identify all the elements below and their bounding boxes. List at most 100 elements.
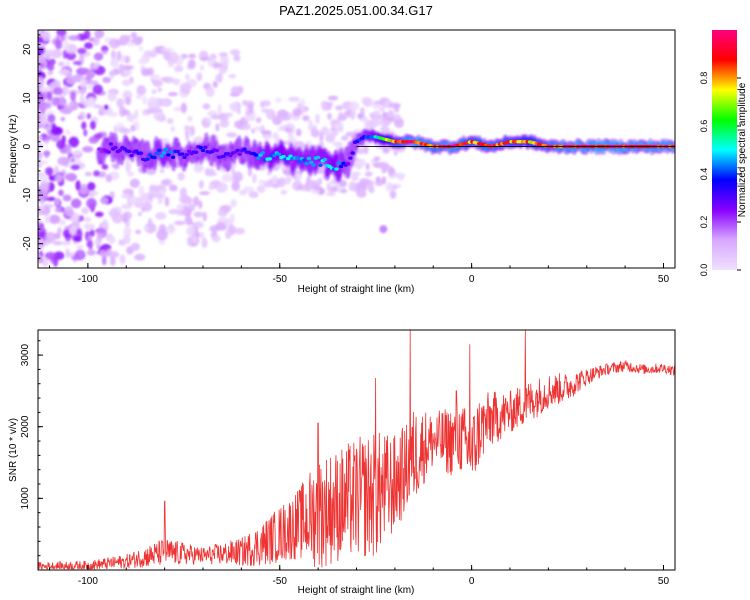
top-x-axis-label: Height of straight line (km) [298, 284, 415, 295]
heatmap-cell [152, 193, 164, 199]
heatmap-cell [378, 119, 391, 127]
heatmap-cell [75, 180, 81, 191]
heatmap-cell [223, 116, 229, 122]
heatmap-cell [70, 198, 82, 209]
heatmap-cell [58, 189, 64, 197]
heatmap-cell [338, 180, 348, 187]
heatmap-cell [320, 101, 327, 108]
heatmap-cell [260, 101, 265, 109]
heatmap-cell [387, 109, 395, 119]
heatmap-cell [379, 106, 386, 112]
heatmap-ridge-cell [117, 148, 123, 152]
heatmap-cell [263, 180, 273, 188]
snr-panel: -100 -50 0 50 1000 2000 3000 Height of straig… [8, 329, 676, 596]
heatmap-cell [307, 119, 313, 128]
heatmap-cell [107, 91, 117, 102]
heatmap-cell [176, 203, 184, 211]
heatmap-ridge-cell [182, 155, 187, 160]
heatmap-cell [258, 179, 265, 185]
colorbar-tick-label: 0.2 [699, 216, 709, 229]
heatmap-cell [326, 129, 333, 135]
heatmap-cell [39, 182, 49, 194]
heatmap-ridge-cell [304, 162, 309, 166]
colorbar-tick-label: 0.0 [699, 264, 709, 277]
heatmap-cell [57, 156, 70, 166]
heatmap-cell [109, 38, 121, 49]
top-y-tick-label: 10 [22, 92, 33, 104]
heatmap-cell [44, 251, 57, 260]
heatmap-cell [137, 212, 142, 217]
heatmap-cell [48, 82, 55, 92]
heatmap-ridge-cell [108, 142, 114, 146]
heatmap-ridge-cell [170, 155, 176, 159]
heatmap-cell [192, 235, 197, 244]
heatmap-ridge-cell [237, 152, 243, 156]
heatmap-cell [110, 58, 119, 68]
heatmap-cell [138, 46, 144, 52]
heatmap-cell [245, 107, 251, 112]
heatmap-cell [255, 117, 262, 124]
heatmap-cell [351, 171, 362, 176]
heatmap-cell [135, 36, 144, 43]
heatmap-cell [86, 198, 97, 209]
heatmap-cell [65, 248, 70, 259]
colorbar: 0.0 0.2 0.4 0.6 0.8 Normalized spectral ampl… [699, 30, 748, 276]
heatmap-cell [364, 171, 373, 177]
heatmap-ridge-cell [311, 163, 316, 167]
heatmap-ridge-cell [315, 155, 321, 160]
heatmap-cell [241, 123, 251, 131]
heatmap-cell [65, 172, 77, 182]
heatmap-cell [222, 204, 232, 213]
snr-y-tick-label: 1000 [20, 487, 31, 510]
colorbar-tick-label: 0.4 [699, 168, 709, 181]
heatmap-cell [229, 49, 241, 56]
heatmap-cell [152, 79, 163, 87]
heatmap-cell [44, 166, 54, 176]
heatmap-cell [84, 171, 93, 177]
heatmap-cell [326, 191, 336, 197]
heatmap-ridge-cell [159, 154, 164, 158]
snr-y-tick-label: 3000 [20, 344, 31, 367]
heatmap-cell [141, 95, 148, 105]
heatmap-cell [313, 186, 323, 191]
heatmap-cell [50, 126, 63, 136]
top-x-tick-label: -50 [273, 274, 288, 285]
heatmap-cell [44, 231, 56, 243]
heatmap-cell [136, 93, 143, 100]
heatmap-cell [319, 132, 324, 142]
heatmap-cell [91, 63, 99, 70]
heatmap-cell [338, 122, 344, 133]
heatmap-cell [302, 115, 310, 122]
heatmap-ridge-cell [154, 151, 160, 156]
heatmap-cell [38, 43, 47, 48]
heatmap-cell [81, 207, 89, 215]
heatmap-cell [56, 30, 67, 37]
heatmap-cell [180, 102, 187, 114]
heatmap-cell [215, 221, 227, 231]
heatmap-cell [317, 177, 323, 186]
heatmap-cell [345, 164, 351, 175]
heatmap-cell [83, 30, 91, 40]
heatmap-cell [186, 225, 197, 237]
heatmap-cell [284, 176, 291, 185]
heatmap-cell [116, 98, 125, 108]
heatmap-cell [79, 94, 85, 105]
heatmap-cell [57, 227, 62, 235]
heatmap-cell [397, 172, 405, 182]
heatmap-cell [186, 116, 193, 122]
heatmap-ridge-cell [113, 145, 118, 150]
heatmap-cell [199, 64, 205, 71]
heatmap-cell [103, 104, 109, 110]
heatmap-cell [210, 114, 221, 120]
heatmap-cell [38, 55, 46, 64]
heatmap-cell [184, 130, 190, 142]
snr-y-tick-label: 2000 [20, 415, 31, 438]
heatmap-cell [134, 109, 139, 120]
heatmap-cell [94, 133, 103, 139]
heatmap-cell [82, 99, 91, 107]
heatmap-ridge-cell [184, 152, 190, 157]
heatmap-cell [187, 59, 196, 70]
heatmap-cell [225, 229, 232, 240]
heatmap-cell [168, 51, 179, 63]
heatmap-ridge-cell [127, 149, 132, 154]
